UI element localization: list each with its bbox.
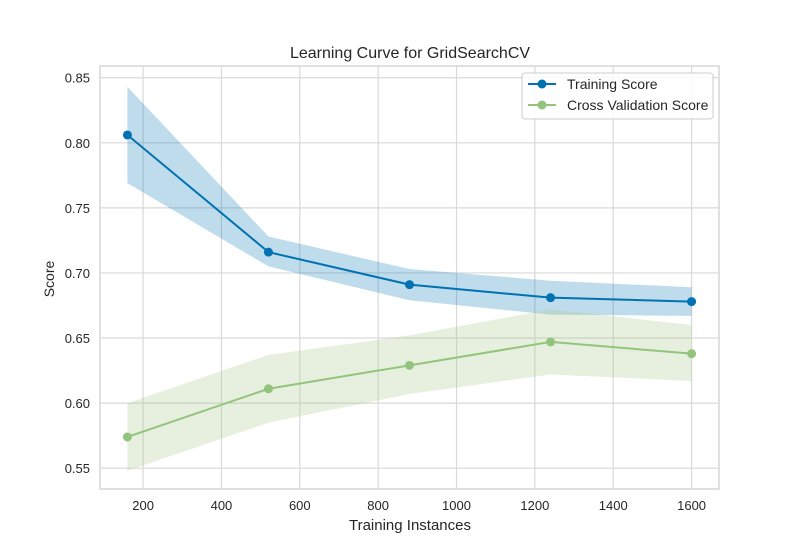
x-tick-label: 800 [367, 498, 389, 513]
cv-score-point [687, 349, 697, 359]
x-tick-label: 400 [211, 498, 233, 513]
training-score-point [122, 130, 132, 140]
plot-area [99, 65, 720, 490]
legend-training-marker [537, 79, 547, 89]
x-tick-label: 1000 [442, 498, 471, 513]
x-tick-label: 1400 [599, 498, 628, 513]
legend-training-label: Training Score [567, 76, 658, 92]
series-points [122, 130, 697, 442]
x-tick-label: 200 [132, 498, 154, 513]
tick-labels: 200 400 600 800 1000 1200 1400 1600 0.55 0.60 0.65… [65, 71, 706, 513]
training-confidence-band [127, 86, 692, 316]
grid-lines [100, 66, 719, 489]
cv-score-point [263, 384, 273, 394]
cv-confidence-band [127, 309, 692, 471]
cv-score-point [405, 360, 414, 370]
y-tick-label: 0.75 [65, 201, 90, 216]
chart-title: Learning Curve for GridSearchCV [290, 45, 530, 62]
y-tick-label: 0.85 [65, 71, 90, 86]
y-axis-label: Score [41, 261, 57, 298]
legend-cv-label: Cross Validation Score [567, 97, 709, 113]
training-score-point [687, 297, 697, 307]
confidence-bands [127, 86, 692, 471]
cv-score-point [122, 432, 132, 442]
y-tick-label: 0.55 [65, 461, 90, 476]
x-tick-label: 1200 [520, 498, 549, 513]
legend-box [521, 72, 714, 120]
y-tick-label: 0.65 [65, 331, 90, 346]
training-score-point [263, 247, 273, 257]
training-score-point [405, 280, 414, 290]
x-tick-label: 1600 [677, 498, 706, 513]
y-tick-label: 0.60 [65, 396, 90, 411]
x-axis-label: Training Instances [349, 517, 471, 534]
cv-score-point [546, 337, 556, 347]
legend-cv-marker [537, 100, 547, 110]
training-score-point [546, 293, 556, 303]
legend: Training Score Cross Validation Score [521, 72, 714, 120]
y-tick-label: 0.80 [65, 136, 90, 151]
x-tick-label: 600 [289, 498, 311, 513]
y-tick-label: 0.70 [65, 266, 90, 281]
